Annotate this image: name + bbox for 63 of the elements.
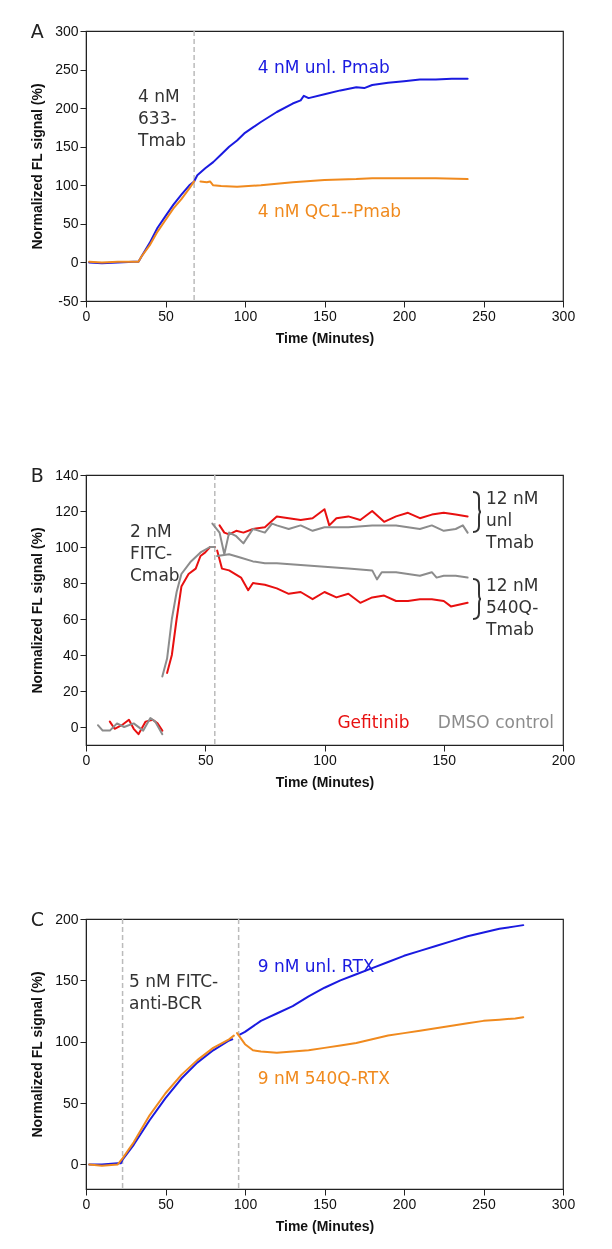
x-tick-label: 100 — [313, 751, 337, 768]
y-tick-label: 200 — [55, 910, 79, 927]
x-tick-label: 0 — [82, 1195, 91, 1212]
y-tick-label: 150 — [55, 971, 79, 988]
x-tick-label: 300 — [551, 1195, 576, 1212]
annotation: 12 nM unl Tmab — [485, 488, 539, 552]
x-tick-label: 150 — [432, 751, 457, 768]
annotation: 5 nM FITC- anti-BCR — [129, 971, 219, 1013]
y-tick-label: 100 — [55, 538, 79, 555]
y-tick-label: 20 — [62, 682, 79, 699]
y-tick-label: 80 — [62, 574, 79, 591]
chart-title: C — [30, 908, 44, 930]
y-axis-title: Normalized FL signal (%) — [29, 527, 46, 694]
x-tick-label: 200 — [551, 751, 576, 768]
x-tick-label: 100 — [233, 307, 258, 324]
y-tick-label: 100 — [55, 1033, 79, 1050]
chart-title: A — [30, 20, 44, 42]
series-label: 4 nM QC1--Pmab — [257, 201, 402, 222]
x-tick-label: 300 — [551, 307, 576, 324]
x-tick-label: 250 — [472, 307, 496, 324]
y-tick-label: 0 — [70, 718, 79, 735]
x-axis-title: Time (Minutes) — [275, 329, 375, 346]
series-label: 9 nM unl. RTX — [257, 955, 375, 976]
x-tick-label: 100 — [233, 1195, 258, 1212]
y-tick-label: 50 — [62, 215, 79, 232]
x-tick-label: 150 — [313, 1195, 337, 1212]
text: DMSO control — [437, 712, 555, 732]
line-series — [96, 717, 164, 736]
x-tick-label: 50 — [197, 751, 214, 768]
x-axis-title: Time (Minutes) — [275, 773, 375, 790]
y-tick-label: 140 — [55, 466, 79, 483]
y-tick-label: 0 — [70, 1155, 79, 1172]
y-tick-label: 200 — [55, 99, 79, 116]
x-tick-label: 0 — [82, 307, 91, 324]
x-tick-label: 50 — [158, 1195, 174, 1212]
annotation: 4 nM 633- Tmab — [137, 86, 187, 150]
x-tick-label: 200 — [392, 307, 417, 324]
y-axis-title: Normalized FL signal (%) — [29, 971, 46, 1138]
y-tick-label: 120 — [55, 502, 79, 519]
x-tick-label: 250 — [472, 1195, 496, 1212]
y-tick-label: 60 — [62, 610, 79, 627]
x-tick-label: 200 — [392, 1195, 417, 1212]
y-tick-label: 150 — [55, 138, 79, 155]
series-label: 9 nM 540Q-RTX — [257, 1067, 391, 1088]
line-series — [216, 549, 469, 608]
line-series — [88, 77, 469, 265]
x-tick-label: 150 — [313, 307, 337, 324]
y-tick-label: 250 — [55, 61, 79, 78]
y-tick-label: -50 — [58, 292, 79, 309]
x-axis-title: Time (Minutes) — [275, 1217, 375, 1234]
x-tick-label: 50 — [158, 307, 174, 324]
y-tick-label: 100 — [55, 176, 79, 193]
text: Gefitinib — [337, 712, 410, 732]
y-axis-title: Normalized FL signal (%) — [29, 83, 46, 250]
series-label: 4 nM unl. Pmab — [257, 57, 390, 78]
annotation: 12 nM 540Q- Tmab — [485, 575, 539, 639]
y-tick-label: 0 — [70, 253, 79, 270]
y-tick-label: 300 — [55, 22, 79, 39]
x-tick-label: 0 — [82, 751, 91, 768]
y-tick-label: 40 — [62, 646, 79, 663]
chart-title: B — [30, 464, 44, 486]
y-tick-label: 50 — [62, 1094, 79, 1111]
annotation: 2 nM FITC- Cmab — [130, 521, 180, 585]
